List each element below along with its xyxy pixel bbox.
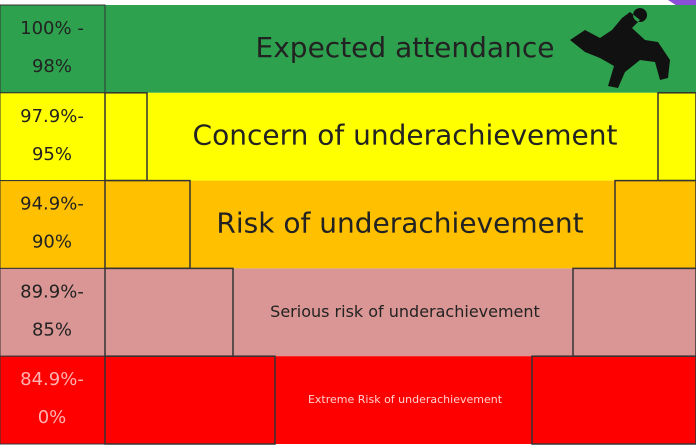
- range-label: 90%: [32, 232, 72, 253]
- range-label: 98%: [32, 56, 72, 77]
- range-label: 85%: [32, 319, 72, 340]
- step-block: [573, 268, 696, 356]
- range-label: 94.9%-: [20, 194, 84, 215]
- range-label: 89.9%-: [20, 281, 84, 302]
- range-label: 0%: [38, 407, 67, 428]
- step-block: [658, 93, 696, 181]
- step-block: [105, 268, 233, 356]
- range-label: 95%: [32, 144, 72, 165]
- band-label: Serious risk of underachievement: [270, 302, 540, 321]
- range-label: 84.9%-: [20, 369, 84, 390]
- step-block: [105, 356, 275, 444]
- step-block: [105, 181, 190, 269]
- step-block: [532, 356, 696, 444]
- band-label: Concern of underachievement: [193, 119, 618, 152]
- range-label: 100% -: [20, 18, 84, 39]
- attendance-diagram: 100% - 98% Expected attendance 97.9%- 95% Con…: [0, 0, 696, 448]
- band-label: Extreme Risk of underachievement: [308, 393, 503, 406]
- range-label: 97.9%-: [20, 106, 84, 127]
- step-block: [615, 181, 696, 269]
- band-label: Risk of underachievement: [216, 207, 583, 240]
- step-block: [105, 93, 147, 181]
- band-label: Expected attendance: [256, 31, 555, 64]
